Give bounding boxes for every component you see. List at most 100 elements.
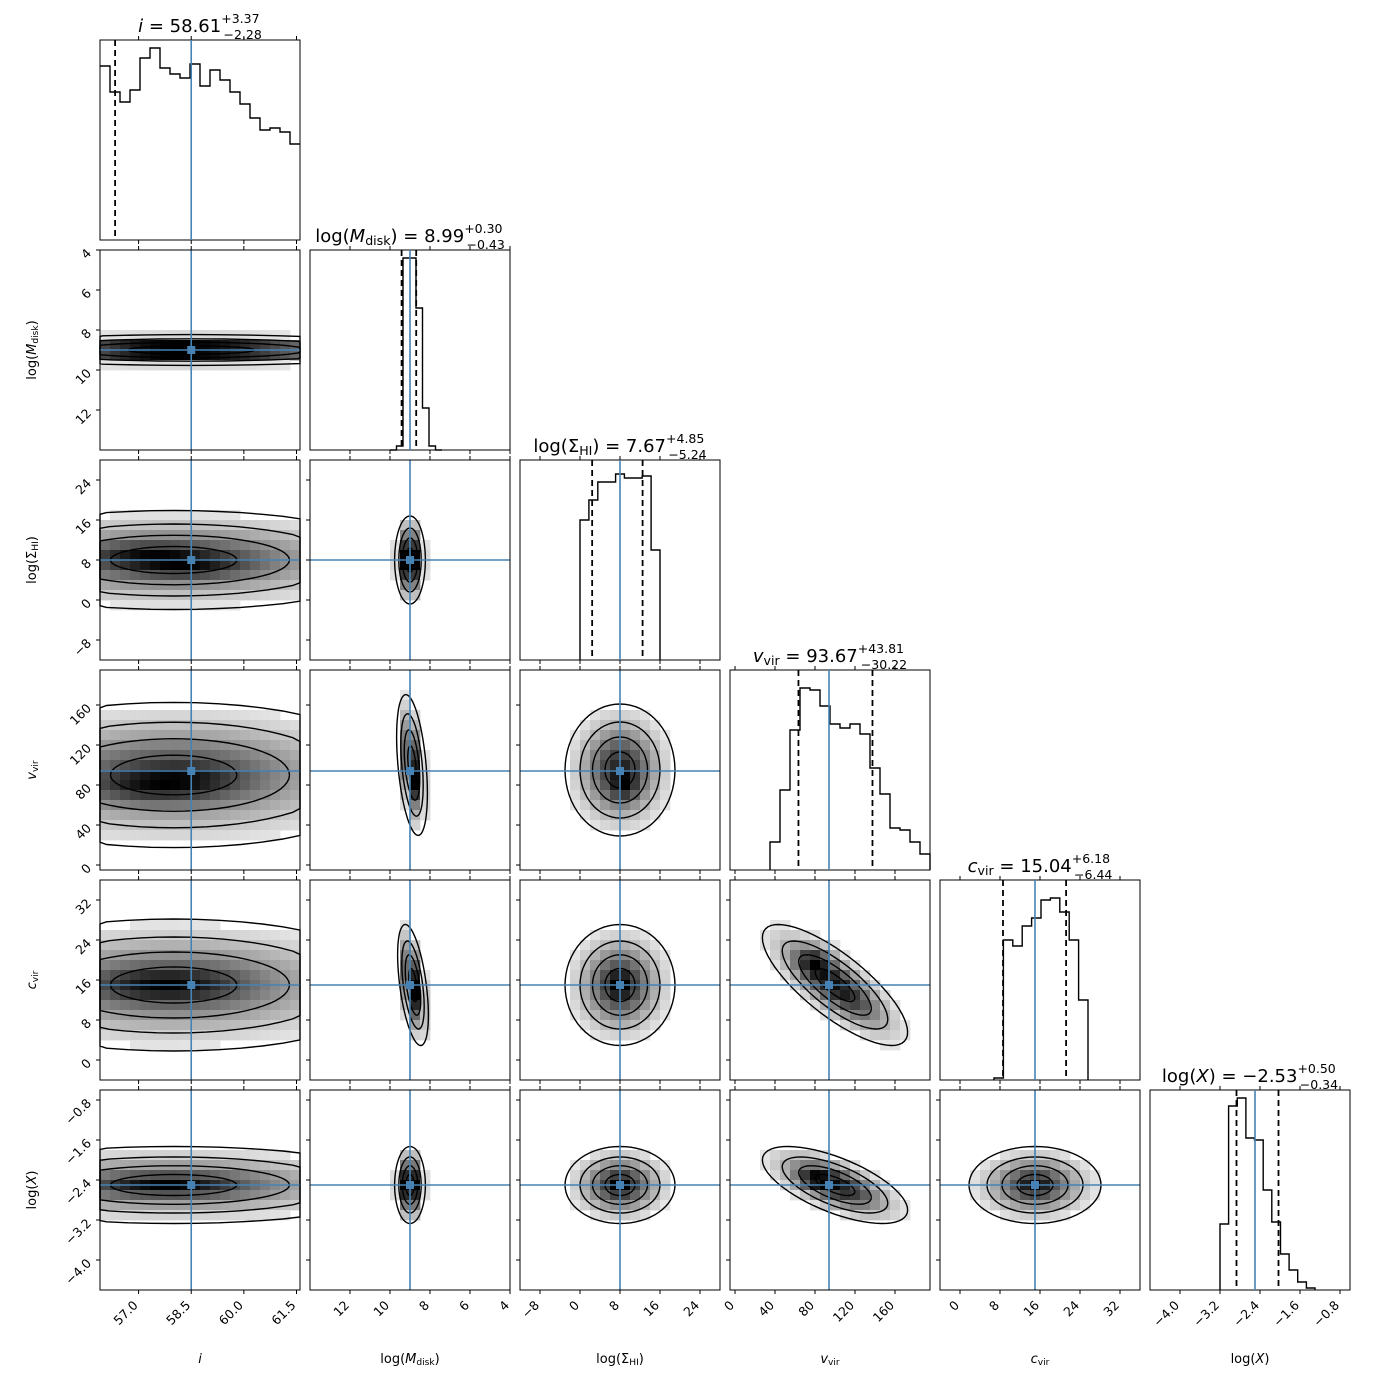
density-cell: [170, 800, 181, 811]
x-tick-label: −3.2: [1190, 1298, 1222, 1330]
density-cell: [100, 560, 111, 571]
density-cell: [580, 1200, 591, 1211]
density-cell: [160, 940, 171, 951]
density-cell: [860, 1200, 871, 1211]
density-cell: [620, 710, 631, 721]
density-cell: [230, 760, 241, 771]
density-cell: [400, 530, 411, 541]
density-cell: [240, 720, 251, 731]
density-cell: [270, 1150, 281, 1161]
density-cell: [110, 530, 121, 541]
density-cell: [240, 1190, 251, 1201]
density-cell: [290, 1010, 301, 1021]
density-cell: [780, 1160, 791, 1171]
density-i-vvir: [99, 669, 301, 871]
density-cell: [240, 340, 251, 351]
density-cell: [600, 820, 611, 831]
density-cell: [850, 1010, 861, 1021]
density-cell: [150, 760, 161, 771]
density-cell: [640, 730, 651, 741]
density-cell: [290, 960, 301, 971]
x-tick-label: −1.6: [1270, 1297, 1302, 1329]
density-cell: [140, 530, 151, 541]
density-cell: [290, 590, 301, 601]
density-cell: [200, 1010, 211, 1021]
density-cell: [980, 1200, 991, 1211]
density-cell: [200, 970, 211, 981]
density-cell: [100, 1010, 111, 1021]
density-cell: [280, 1030, 291, 1041]
density-cell: [610, 940, 621, 951]
density-cell: [180, 920, 191, 931]
density-cell: [290, 1000, 301, 1011]
density-cell: [200, 790, 211, 801]
density-cell: [790, 940, 801, 951]
density-cell: [400, 790, 411, 801]
x-tick-label: 60.0: [216, 1297, 246, 1327]
density-cell: [410, 1190, 421, 1201]
density-cell: [230, 770, 241, 781]
density-cell: [140, 1190, 151, 1201]
density-cell: [260, 1200, 271, 1211]
density-cell: [600, 1000, 611, 1011]
density-cell: [810, 1170, 821, 1181]
density-cell: [400, 1000, 411, 1011]
density-cell: [810, 1160, 821, 1171]
density-cell: [220, 740, 231, 751]
density-cell: [230, 1030, 241, 1041]
density-cell: [150, 800, 161, 811]
density-cell: [290, 940, 301, 951]
density-cell: [220, 930, 231, 941]
density-cell: [180, 770, 191, 781]
density-cell: [780, 960, 791, 971]
density-cell: [610, 1150, 621, 1161]
density-cell: [650, 750, 661, 761]
density-cell: [110, 1010, 121, 1021]
density-cell: [280, 820, 291, 831]
density-cell: [210, 340, 221, 351]
x-axis-label-Mdisk: log(Mdisk): [380, 1352, 440, 1368]
density-cell: [240, 1030, 251, 1041]
density-cell: [250, 1200, 261, 1211]
density-cell: [250, 1170, 261, 1181]
density-cell: [220, 1190, 231, 1201]
density-cell: [400, 940, 411, 951]
density-cell: [240, 520, 251, 531]
density-cell: [250, 530, 261, 541]
density-cell: [150, 710, 161, 721]
density-cell: [250, 970, 261, 981]
density-cell: [580, 720, 591, 731]
density-cell: [290, 1170, 301, 1181]
density-cell: [150, 830, 161, 841]
density-cell: [240, 1150, 251, 1161]
contour-line: [797, 954, 872, 1016]
density-cell: [410, 950, 421, 961]
density-cell: [170, 1040, 181, 1051]
density-cell: [210, 1150, 221, 1161]
density-cell: [610, 760, 621, 771]
density-cell: [650, 1200, 661, 1211]
density-cell: [100, 810, 111, 821]
x-tick-label: 8: [986, 1297, 1002, 1313]
density-cell: [260, 770, 271, 781]
density-cell: [620, 970, 631, 981]
density-cell: [770, 960, 781, 971]
density-cell: [190, 520, 201, 531]
density-cell: [620, 1200, 631, 1211]
density-cell: [130, 710, 141, 721]
density-cell: [640, 950, 651, 961]
density-cell: [830, 1200, 841, 1211]
density-cell: [270, 800, 281, 811]
density-cell: [150, 1040, 161, 1051]
density-cell: [1050, 1210, 1061, 1221]
density-cell: [250, 350, 261, 361]
density-cell: [260, 590, 271, 601]
x-tick-label: 61.5: [268, 1298, 298, 1328]
density-cell: [230, 930, 241, 941]
density-cell: [850, 990, 861, 1001]
contour-line: [761, 923, 909, 1047]
density-cell: [600, 1030, 611, 1041]
histogram-steps: [1219, 1097, 1316, 1290]
density-cell: [130, 810, 141, 821]
title-i: i = 58.61+3.37 −2.28: [138, 11, 262, 42]
